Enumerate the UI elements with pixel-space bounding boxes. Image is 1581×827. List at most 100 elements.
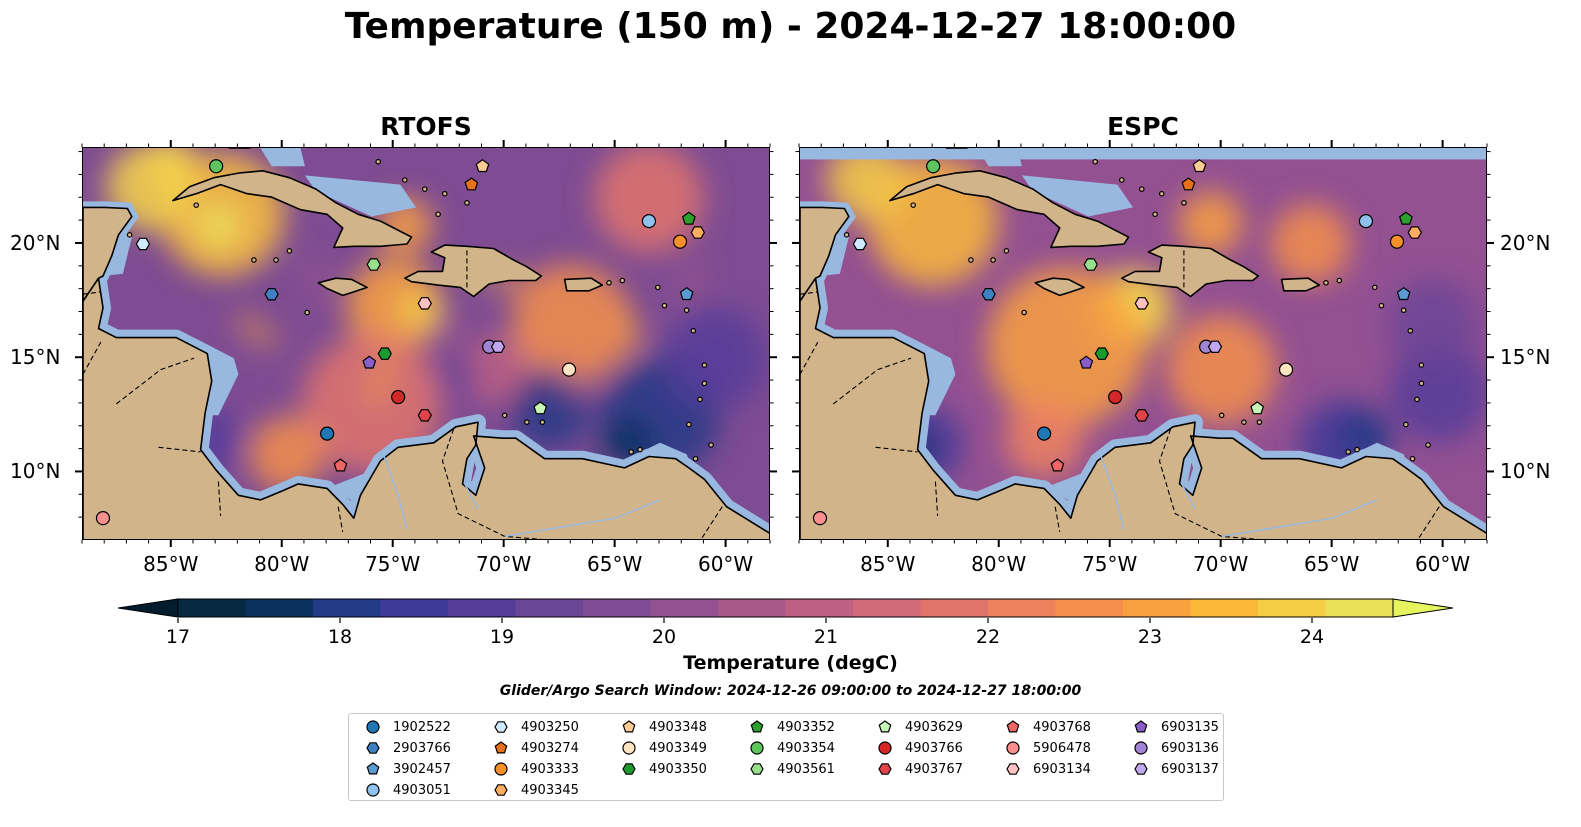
- hexagon-marker-icon: [366, 742, 380, 754]
- legend-item-4903051: 4903051: [365, 781, 451, 799]
- legend-marker: [1134, 763, 1148, 775]
- legend-marker: [750, 763, 764, 775]
- circle-marker-icon: [878, 741, 892, 755]
- float-marker-4903629: [1250, 401, 1265, 415]
- float-marker-4903051: [641, 214, 657, 229]
- float-marker-4903345: [690, 226, 705, 239]
- colorbar-band: [380, 599, 449, 617]
- legend-marker: [622, 741, 636, 755]
- float-marker-6903135: [1079, 355, 1094, 369]
- yucatan-land: [83, 206, 133, 302]
- colorbar: [117, 598, 1454, 618]
- y-tick-label-right: 20°N: [1500, 230, 1551, 255]
- circle-marker-icon: [494, 762, 508, 776]
- x-tick-label: 85°W: [860, 552, 916, 576]
- colorbar-band: [515, 599, 584, 617]
- hispaniola-land: [403, 244, 543, 298]
- legend-marker: [494, 741, 508, 754]
- colorbar-label: Temperature (degC): [683, 652, 898, 674]
- legend-label: 4903354: [777, 740, 835, 756]
- legend-item-4903768: 4903768: [1005, 718, 1091, 736]
- legend-item-1902522: 1902522: [365, 718, 451, 736]
- x-tick-label: 65°W: [587, 552, 643, 576]
- legend-item-5906478: 5906478: [1005, 739, 1091, 757]
- hexagon-marker-icon: [494, 721, 508, 733]
- float-marker-1902522: [320, 426, 335, 441]
- float-marker-4903348: [1192, 159, 1207, 173]
- legend-label: 4903629: [905, 719, 963, 735]
- legend-item-4903354: 4903354: [749, 739, 835, 757]
- colorbar-tick-label: 22: [975, 626, 1001, 648]
- legend-item-4903345: 4903345: [493, 781, 579, 799]
- legend-label: 4903766: [905, 740, 963, 756]
- circle-marker-icon: [622, 741, 636, 755]
- legend-marker: [494, 721, 508, 733]
- x-tick-label: 85°W: [143, 552, 199, 576]
- float-marker-6903137: [490, 340, 506, 353]
- jamaica-land: [1034, 277, 1085, 297]
- hexagon-marker-icon: [494, 784, 508, 796]
- x-tick-label: 80°W: [971, 552, 1027, 576]
- legend-label: 4903345: [521, 782, 579, 798]
- float-marker-5906478: [812, 511, 828, 526]
- legend-marker: [366, 742, 380, 754]
- colorbar-band: [853, 599, 921, 617]
- legend-label: 6903137: [1161, 761, 1219, 777]
- hexagon-marker-icon: [878, 763, 892, 775]
- float-marker-6903134: [417, 297, 432, 310]
- central-south-america-land: [83, 277, 769, 539]
- float-marker-3902457: [1396, 286, 1411, 301]
- legend-label: 4903348: [649, 719, 707, 735]
- legend-item-4903629: 4903629: [877, 718, 963, 736]
- legend-label: 6903135: [1161, 719, 1219, 735]
- central-south-america-land: [800, 277, 1486, 539]
- float-marker-4903250: [135, 237, 151, 251]
- legend-item-4903350: 4903350: [621, 760, 707, 778]
- x-tick-label: 70°W: [1193, 552, 1249, 576]
- cuba-land: [889, 169, 1130, 249]
- legend-label: 4903768: [1033, 719, 1091, 735]
- map-canvas: [83, 148, 769, 539]
- espc-panel-title: ESPC: [1107, 112, 1179, 141]
- hispaniola-land: [1120, 244, 1260, 298]
- cuba-land: [172, 169, 413, 249]
- pentagon-marker-icon: [750, 720, 764, 733]
- legend-marker: [366, 783, 380, 797]
- circle-marker-icon: [1006, 741, 1020, 755]
- legend-item-6903135: 6903135: [1133, 718, 1219, 736]
- legend-item-4903348: 4903348: [621, 718, 707, 736]
- legend-label: 3902457: [393, 761, 451, 777]
- float-marker-4903561: [1083, 258, 1098, 271]
- legend-label: 2903766: [393, 740, 451, 756]
- legend-marker: [1006, 720, 1020, 733]
- y-tick-label-left: 15°N: [10, 345, 61, 370]
- float-marker-6903134: [1134, 297, 1149, 310]
- x-tick-label: 65°W: [1304, 552, 1360, 576]
- legend-marker: [878, 720, 892, 733]
- float-marker-4903352: [1398, 211, 1413, 225]
- colorbar-tick-label: 17: [165, 626, 191, 648]
- figure-title: Temperature (150 m) - 2024-12-27 18:00:0…: [344, 6, 1237, 47]
- legend-marker: [494, 784, 508, 796]
- legend-marker: [750, 720, 764, 733]
- espc-map: [799, 147, 1487, 540]
- float-marker-6903135: [362, 355, 377, 369]
- colorbar-band: [1325, 599, 1394, 617]
- legend-marker: [494, 762, 508, 776]
- legend-item-6903136: 6903136: [1133, 739, 1219, 757]
- colorbar-band: [245, 599, 314, 617]
- legend-label: 5906478: [1033, 740, 1091, 756]
- float-marker-4903629: [533, 401, 548, 415]
- legend-marker: [878, 763, 892, 775]
- legend-marker: [366, 762, 380, 775]
- float-marker-4903768: [1050, 458, 1065, 472]
- float-marker-4903767: [417, 409, 432, 422]
- pentagon-marker-icon: [494, 741, 508, 754]
- legend-item-4903274: 4903274: [493, 739, 579, 757]
- legend-item-3902457: 3902457: [365, 760, 451, 778]
- legend-item-4903561: 4903561: [749, 760, 835, 778]
- legend-item-4903349: 4903349: [621, 739, 707, 757]
- legend-marker: [878, 741, 892, 755]
- legend-label: 6903136: [1161, 740, 1219, 756]
- search-window-caption: Glider/Argo Search Window: 2024-12-26 09…: [499, 683, 1082, 699]
